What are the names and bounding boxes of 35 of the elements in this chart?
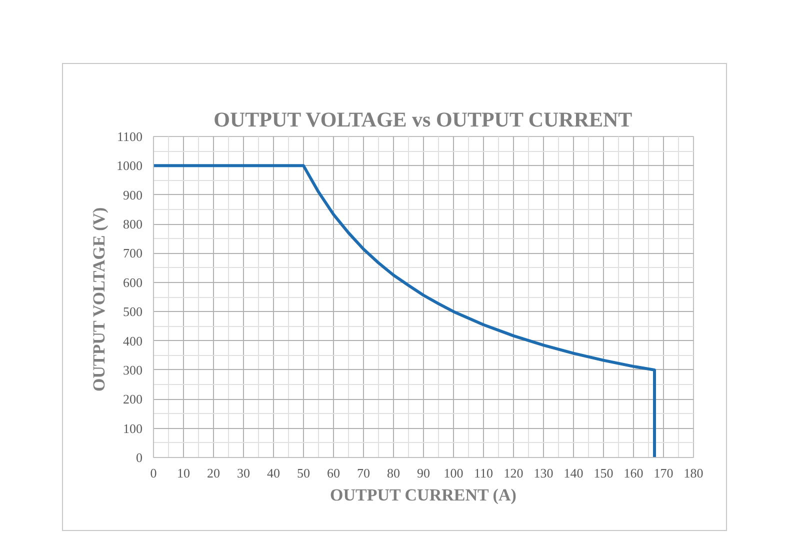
- x-tick-label: 150: [594, 466, 614, 480]
- x-tick-label: 140: [564, 466, 584, 480]
- x-tick-label: 160: [624, 466, 644, 480]
- y-tick-label: 600: [123, 274, 142, 290]
- x-tick-label: 50: [297, 466, 310, 480]
- x-tick-label: 60: [327, 466, 340, 480]
- x-tick-label: 0: [150, 466, 157, 480]
- y-tick-label: 700: [123, 246, 142, 261]
- x-tick-label: 30: [237, 466, 250, 480]
- y-tick-label: 900: [123, 187, 142, 202]
- chart-title: OUTPUT VOLTAGE vs OUTPUT CURRENT: [214, 108, 632, 132]
- y-tick-label: 300: [123, 362, 142, 378]
- x-tick-label: 10: [177, 466, 190, 480]
- x-tick-label: 80: [387, 466, 400, 480]
- y-tick-label: 400: [123, 333, 142, 348]
- x-tick-label: 130: [534, 466, 554, 480]
- x-tick-label: 120: [504, 466, 524, 480]
- y-tick-label: 0: [136, 450, 142, 465]
- y-tick-label: 200: [123, 392, 142, 407]
- y-tick-label: 100: [123, 420, 142, 436]
- line-series: [154, 164, 656, 458]
- x-tick-label: 90: [417, 466, 430, 480]
- x-tick-label: 180: [684, 466, 704, 480]
- x-tick-label: 170: [654, 466, 674, 480]
- y-tick-label: 800: [123, 216, 142, 232]
- x-tick-label: 110: [474, 466, 494, 480]
- y-tick-label: 500: [123, 304, 142, 320]
- x-tick-label: 40: [267, 466, 280, 480]
- x-axis-title: OUTPUT CURRENT (A): [330, 486, 516, 504]
- y-axis-title: OUTPUT VOLTAGE (V): [90, 207, 108, 392]
- y-tick-label: 1000: [116, 158, 142, 174]
- y-tick-label: 1100: [116, 129, 143, 144]
- x-tick-label: 20: [207, 466, 220, 480]
- x-tick-label: 100: [444, 466, 464, 480]
- x-tick-label: 70: [357, 466, 370, 480]
